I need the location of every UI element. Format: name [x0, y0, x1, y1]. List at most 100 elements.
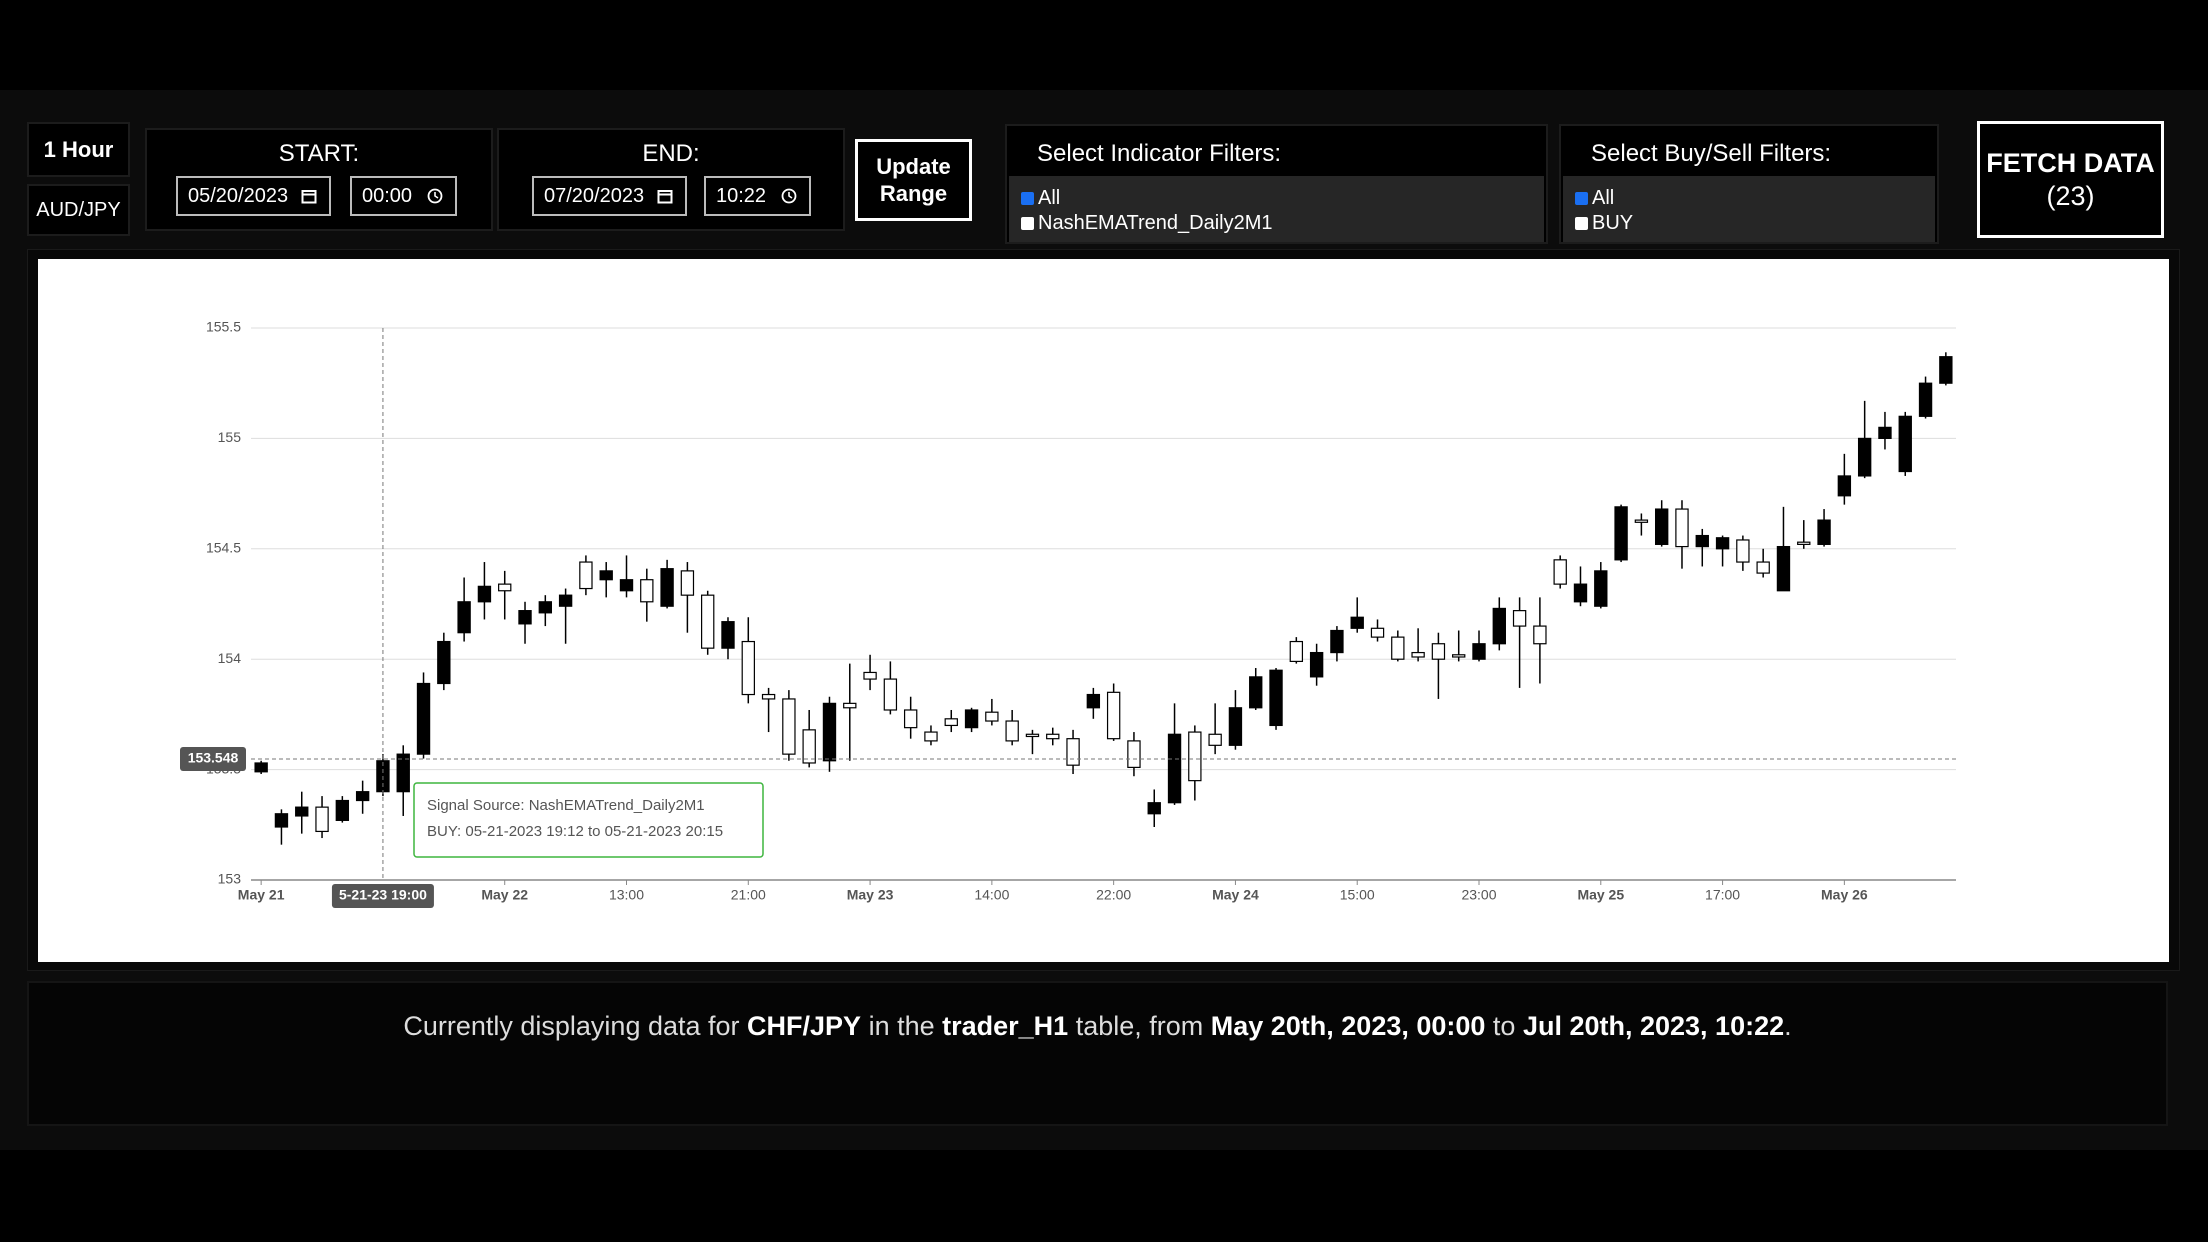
filter-option[interactable]: NashEMATrend_Daily2M1 [1021, 211, 1532, 236]
fetch-button[interactable]: FETCH DATA (23) [1977, 121, 2164, 238]
start-time[interactable]: 00:00 [350, 176, 457, 216]
end-time-text: 10:22 [716, 184, 767, 207]
footer-text: Currently displaying data for [403, 1011, 748, 1041]
candle-body [1553, 559, 1567, 585]
x-tick-label: 23:00 [1461, 887, 1496, 903]
x-tick-label: 15:00 [1340, 887, 1375, 903]
candle-body [660, 568, 674, 607]
x-tick-label: 17:00 [1705, 887, 1740, 903]
candle-body [1797, 541, 1811, 545]
candle-body [1147, 802, 1161, 815]
x-tick-label: 22:00 [1096, 887, 1131, 903]
option-label: NashEMATrend_Daily2M1 [1038, 212, 1273, 234]
candle-body [1492, 607, 1506, 645]
end-label: END: [642, 140, 700, 167]
filter-option[interactable]: All [1021, 186, 1532, 211]
candle-body [599, 570, 613, 581]
timeframe[interactable]: 1 Hour [27, 122, 130, 177]
candle-body [1939, 356, 1953, 384]
candle-body [1391, 636, 1405, 660]
update-button[interactable]: Update Range [855, 139, 972, 221]
x-tick-label: May 23 [847, 887, 894, 903]
candle-body [1452, 654, 1466, 658]
candle-body [355, 791, 370, 802]
candle-body [1106, 691, 1121, 740]
checkbox[interactable] [1575, 217, 1588, 230]
filter-option[interactable]: All [1575, 186, 1923, 211]
candle-body [1127, 740, 1141, 768]
option-label: All [1592, 187, 1615, 209]
x-tick-label: May 25 [1577, 887, 1624, 903]
candle-body [619, 579, 634, 592]
candle-body [701, 594, 715, 649]
candle-body [843, 702, 857, 709]
checkbox[interactable] [1575, 192, 1588, 205]
candle-body [1330, 629, 1344, 654]
candle-body [1675, 508, 1689, 548]
candle-body [1269, 669, 1283, 727]
candle-body [1878, 426, 1892, 440]
footer-table: trader_H1 [942, 1011, 1069, 1041]
end-date[interactable]: 07/20/2023 [532, 176, 687, 216]
x-tick-label: May 22 [481, 887, 528, 903]
candle-body [944, 718, 958, 727]
candle-body [1654, 508, 1669, 545]
candle-body [477, 585, 492, 603]
indicator-panel: Select Indicator Filters: All NashEMATren… [1005, 124, 1548, 244]
tooltip-box [413, 782, 764, 858]
candle-body [1411, 651, 1425, 658]
footer-end: Jul 20th, 2023, 10:22 [1522, 1011, 1785, 1041]
fetch-count: (23) [2046, 180, 2095, 211]
candle-body [1289, 640, 1304, 663]
candle-body [680, 570, 695, 596]
candle-body [1086, 693, 1101, 709]
candle-body [274, 813, 289, 828]
candle-body [1594, 570, 1608, 607]
footer-text: . [1784, 1011, 1792, 1041]
buysell-title: Select Buy/Sell Filters: [1591, 140, 1832, 167]
candle-body [1695, 534, 1709, 548]
x-tick-label: 13:00 [609, 887, 644, 903]
candle-body [964, 709, 979, 729]
footer-text: table, from [1068, 1011, 1211, 1041]
x-tick-label: May 24 [1212, 887, 1259, 903]
candle-body [1573, 583, 1588, 603]
y-tick-label: 155.5 [206, 319, 241, 335]
candle-body [1634, 519, 1649, 523]
candle-body [1776, 545, 1791, 592]
candle-body [335, 799, 350, 821]
candle-body [741, 640, 755, 696]
candle-body [863, 671, 877, 680]
candle-body [640, 579, 654, 603]
end-time[interactable]: 10:22 [704, 176, 811, 216]
crosshair-y-box [180, 747, 246, 772]
end-date-text: 07/20/2023 [544, 184, 645, 207]
candle-body [1817, 519, 1831, 545]
indicator-title: Select Indicator Filters: [1037, 140, 1282, 167]
candle-body [396, 753, 410, 793]
tooltip-signal: BUY: 05-21-2023 19:12 to 05-21-2023 20:1… [427, 823, 723, 840]
start-date[interactable]: 05/20/2023 [176, 176, 331, 216]
candle-body [1533, 625, 1547, 645]
calendar-icon [301, 190, 317, 204]
fetch-label: FETCH DATA [1986, 147, 2155, 178]
candle-body [1249, 676, 1263, 709]
buysell-options: All BUY [1563, 176, 1935, 242]
candle-body [1715, 537, 1730, 550]
clock-icon [781, 188, 797, 204]
candle-body [1005, 720, 1019, 742]
status-footer: Currently displaying data for CHF/JPY in… [27, 981, 2168, 1126]
candle-body [985, 711, 999, 722]
y-tick-label: 154.5 [206, 540, 241, 556]
checkbox[interactable] [1021, 217, 1034, 230]
candle-body [1857, 437, 1872, 477]
filter-option[interactable]: BUY [1575, 211, 1923, 236]
pair[interactable]: AUD/JPY [27, 184, 130, 236]
checkbox[interactable] [1021, 192, 1034, 205]
y-tick-label: 154 [218, 650, 242, 666]
candle-body [1370, 627, 1385, 638]
indicator-options: All NashEMATrend_Daily2M1 [1009, 176, 1544, 242]
candle-body [437, 640, 451, 685]
candle-body [1228, 707, 1243, 746]
